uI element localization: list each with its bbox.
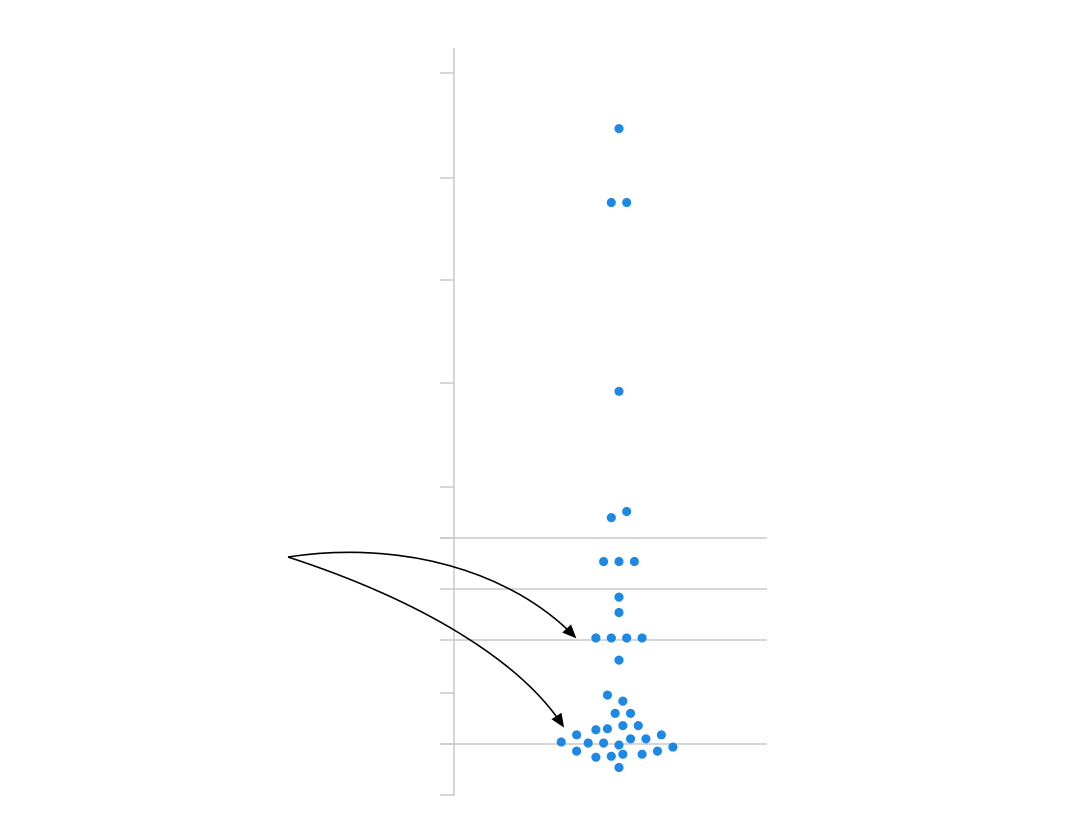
data-point <box>614 556 624 567</box>
data-point <box>599 738 609 748</box>
data-point <box>622 633 632 643</box>
data-point <box>556 737 566 747</box>
data-point <box>656 730 666 740</box>
data-point <box>602 724 613 734</box>
annotation-arrow-lower <box>287 556 565 728</box>
data-point <box>614 740 624 750</box>
data-point <box>625 734 636 744</box>
data-point <box>629 556 640 567</box>
data-point <box>614 592 624 602</box>
data-point <box>614 762 624 773</box>
data-point <box>652 746 663 756</box>
data-point <box>618 696 628 706</box>
data-point <box>622 197 632 208</box>
annotation-arrows <box>287 551 577 728</box>
data-point <box>591 752 601 762</box>
data-point <box>606 633 616 643</box>
data-point <box>618 721 628 731</box>
data-point <box>633 721 643 731</box>
data-point <box>614 386 624 396</box>
data-point <box>614 655 624 665</box>
annotation-arrow-upper <box>287 551 577 639</box>
reference-lines <box>440 537 767 745</box>
data-point <box>591 633 601 643</box>
data-point <box>610 708 620 719</box>
data-point <box>606 751 616 761</box>
data-point <box>606 197 616 208</box>
data-point <box>614 124 624 134</box>
data-point <box>599 556 609 567</box>
data-point <box>572 730 582 740</box>
data-point <box>583 738 593 748</box>
y-axis-ticks <box>440 72 454 796</box>
data-point <box>625 708 636 719</box>
data-point <box>637 749 647 759</box>
data-point <box>641 734 651 744</box>
data-point <box>602 690 613 700</box>
data-point <box>591 725 601 735</box>
data-point <box>606 513 616 523</box>
data-point <box>622 506 632 517</box>
data-point <box>668 742 678 752</box>
data-points <box>556 124 678 773</box>
data-point <box>614 607 624 618</box>
data-point <box>618 749 628 759</box>
data-point <box>637 633 647 643</box>
data-point <box>572 746 582 756</box>
